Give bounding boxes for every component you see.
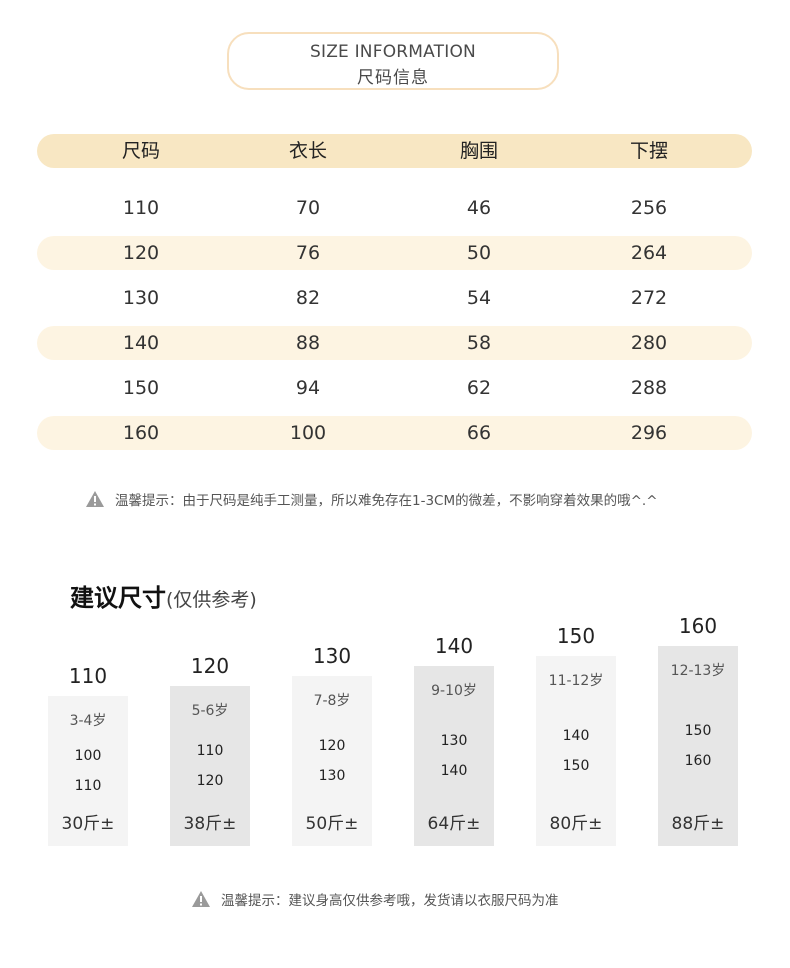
cell-hem: 288 — [630, 377, 668, 399]
header-length: 衣长 — [288, 140, 327, 162]
warning-icon — [192, 891, 210, 907]
size-column: 160 12-13岁 150 160 88斤± — [658, 614, 738, 846]
header-size: 尺码 — [121, 140, 160, 162]
cell-length: 76 — [295, 242, 321, 264]
table-row: 110 70 46 256 — [37, 191, 752, 225]
title-english: SIZE INFORMATION — [310, 42, 476, 62]
measurement-tip: 温馨提示：由于尺码是纯手工测量，所以难免存在1-3CM的微差，不影响穿着效果的哦… — [85, 489, 658, 509]
cell-hem: 296 — [630, 422, 668, 444]
cell-size: 120 — [122, 242, 160, 264]
column-size: 160 — [678, 614, 718, 638]
cell-chest: 54 — [466, 287, 492, 309]
column-weight: 88斤± — [671, 814, 725, 834]
cell-hem: 256 — [630, 197, 668, 219]
column-size: 120 — [190, 654, 230, 678]
header-hem: 下摆 — [629, 140, 668, 162]
column-height-min: 150 — [684, 723, 712, 739]
cell-length: 88 — [295, 332, 321, 354]
recommend-title: 建议尺寸(仅供参考) — [70, 578, 257, 613]
column-height-max: 150 — [562, 758, 590, 774]
column-size: 140 — [434, 634, 474, 658]
size-column: 110 3-4岁 100 110 30斤± — [48, 664, 128, 846]
cell-chest: 62 — [466, 377, 492, 399]
size-column: 130 7-8岁 120 130 50斤± — [292, 644, 372, 846]
column-age: 11-12岁 — [548, 673, 604, 689]
column-height-min: 110 — [196, 743, 224, 759]
column-box: 12-13岁 150 160 88斤± — [658, 646, 738, 846]
column-weight: 50斤± — [305, 814, 359, 834]
cell-chest: 58 — [466, 332, 492, 354]
cell-length: 94 — [295, 377, 321, 399]
table-header: 尺码 衣长 胸围 下摆 — [37, 134, 752, 168]
table-row: 150 94 62 288 — [37, 371, 752, 405]
size-table: 尺码 衣长 胸围 下摆 110 70 46 256 120 76 50 264 … — [37, 134, 752, 450]
column-height-max: 120 — [196, 773, 224, 789]
cell-size: 150 — [122, 377, 160, 399]
shipping-tip: 温馨提示：建议身高仅供参考哦，发货请以衣服尺码为准 — [191, 889, 559, 909]
column-size: 150 — [556, 624, 596, 648]
size-information-title-box: SIZE INFORMATION 尺码信息 — [227, 32, 559, 90]
column-box: 5-6岁 110 120 38斤± — [170, 686, 250, 846]
title-chinese: 尺码信息 — [357, 68, 429, 88]
column-age: 9-10岁 — [431, 683, 477, 699]
cell-length: 70 — [295, 197, 321, 219]
column-size: 110 — [68, 664, 108, 688]
warning-icon — [86, 491, 104, 507]
column-height-min: 100 — [74, 748, 102, 764]
column-height-max: 130 — [318, 768, 346, 784]
column-box: 11-12岁 140 150 80斤± — [536, 656, 616, 846]
column-age: 3-4岁 — [69, 713, 107, 729]
table-row: 140 88 58 280 — [37, 326, 752, 360]
recommend-title-sub: (仅供参考) — [166, 589, 257, 611]
size-column: 140 9-10岁 130 140 64斤± — [414, 634, 494, 846]
table-row: 160 100 66 296 — [37, 416, 752, 450]
cell-length: 82 — [295, 287, 321, 309]
cell-hem: 272 — [630, 287, 668, 309]
cell-length: 100 — [289, 422, 327, 444]
column-weight: 80斤± — [549, 814, 603, 834]
column-height-min: 120 — [318, 738, 346, 754]
table-row: 120 76 50 264 — [37, 236, 752, 270]
cell-size: 160 — [122, 422, 160, 444]
cell-size: 140 — [122, 332, 160, 354]
column-age: 5-6岁 — [191, 703, 229, 719]
recommend-title-main: 建议尺寸 — [70, 584, 166, 612]
column-height-max: 110 — [74, 778, 102, 794]
cell-size: 130 — [122, 287, 160, 309]
column-box: 3-4岁 100 110 30斤± — [48, 696, 128, 846]
column-weight: 38斤± — [183, 814, 237, 834]
column-height-min: 130 — [440, 733, 468, 749]
column-height-min: 140 — [562, 728, 590, 744]
header-chest: 胸围 — [459, 140, 498, 162]
size-column: 150 11-12岁 140 150 80斤± — [536, 624, 616, 846]
cell-chest: 66 — [466, 422, 492, 444]
column-weight: 30斤± — [61, 814, 115, 834]
column-size: 130 — [312, 644, 352, 668]
column-age: 12-13岁 — [670, 663, 726, 679]
column-weight: 64斤± — [427, 814, 481, 834]
cell-chest: 50 — [466, 242, 492, 264]
cell-size: 110 — [122, 197, 160, 219]
measurement-tip-text: 温馨提示：由于尺码是纯手工测量，所以难免存在1-3CM的微差，不影响穿着效果的哦… — [115, 493, 658, 509]
shipping-tip-text: 温馨提示：建议身高仅供参考哦，发货请以衣服尺码为准 — [221, 893, 559, 909]
column-age: 7-8岁 — [313, 693, 351, 709]
cell-hem: 280 — [630, 332, 668, 354]
cell-hem: 264 — [630, 242, 668, 264]
table-row: 130 82 54 272 — [37, 281, 752, 315]
column-height-max: 160 — [684, 753, 712, 769]
column-box: 9-10岁 130 140 64斤± — [414, 666, 494, 846]
column-height-max: 140 — [440, 763, 468, 779]
column-box: 7-8岁 120 130 50斤± — [292, 676, 372, 846]
cell-chest: 46 — [466, 197, 492, 219]
size-column: 120 5-6岁 110 120 38斤± — [170, 654, 250, 846]
